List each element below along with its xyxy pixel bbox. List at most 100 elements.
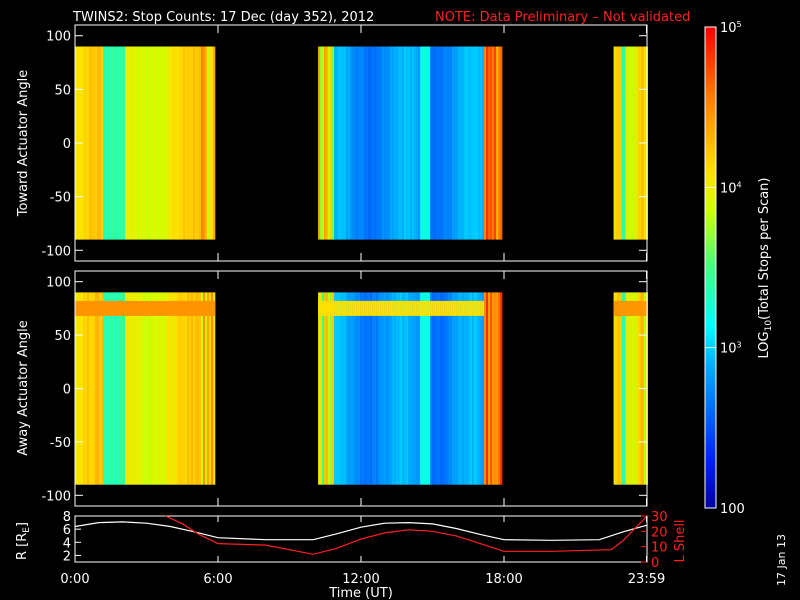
heat-column	[151, 46, 154, 240]
heat-band	[330, 300, 333, 316]
away-heatmap	[75, 292, 648, 485]
heat-column	[394, 292, 397, 485]
heat-column	[484, 292, 487, 485]
heat-band	[406, 300, 409, 316]
heat-column	[470, 292, 473, 485]
heat-column	[442, 292, 445, 485]
lshell-tick-label: 20	[651, 525, 668, 540]
heat-column	[440, 292, 443, 485]
heat-column	[635, 292, 638, 485]
heat-band	[147, 300, 150, 316]
heat-column	[414, 46, 417, 240]
heat-band	[424, 300, 427, 316]
colorbar-label: LOG10(Total Stops per Scan)	[757, 178, 774, 359]
heat-column	[446, 46, 449, 240]
heat-column	[324, 46, 327, 240]
heat-column	[93, 46, 96, 240]
heat-band	[372, 300, 375, 316]
heat-column	[418, 292, 421, 485]
xtick-label: 12:00	[342, 572, 379, 587]
heat-column	[476, 46, 479, 240]
heat-column	[637, 292, 640, 485]
heat-column	[105, 292, 108, 485]
heat-column	[131, 292, 134, 485]
heat-band	[454, 300, 457, 316]
heat-band	[326, 300, 329, 316]
heat-column	[368, 292, 371, 485]
r-tick-label: 8	[63, 510, 71, 525]
heat-band	[420, 300, 423, 316]
heat-band	[149, 300, 152, 316]
heat-column	[113, 292, 116, 485]
heat-column	[199, 292, 202, 485]
heat-column	[472, 292, 475, 485]
heat-column	[195, 292, 198, 485]
heat-band	[133, 300, 136, 316]
heat-column	[185, 46, 188, 240]
heat-band	[450, 300, 453, 316]
heat-column	[456, 292, 459, 485]
heat-column	[340, 46, 343, 240]
heat-band	[352, 300, 355, 316]
heat-column	[364, 46, 367, 240]
heat-column	[197, 292, 200, 485]
heat-column	[378, 46, 381, 240]
heat-band	[334, 300, 337, 316]
heat-band	[181, 300, 184, 316]
heat-column	[338, 292, 341, 485]
heat-band	[627, 300, 630, 316]
heat-column	[374, 46, 377, 240]
heat-band	[631, 300, 634, 316]
heat-column	[320, 46, 323, 240]
heat-column	[328, 46, 331, 240]
heat-column	[354, 292, 357, 485]
heat-band	[207, 300, 210, 316]
heat-band	[125, 300, 128, 316]
heat-band	[402, 300, 405, 316]
heat-column	[398, 46, 401, 240]
heat-column	[458, 292, 461, 485]
heat-column	[111, 292, 114, 485]
heat-column	[348, 292, 351, 485]
heat-column	[617, 292, 620, 485]
heat-column	[416, 292, 419, 485]
heat-band	[183, 300, 186, 316]
heat-column	[177, 292, 180, 485]
heat-column	[450, 292, 453, 485]
heat-column	[201, 46, 204, 240]
heat-column	[129, 292, 132, 485]
heat-column	[99, 46, 102, 240]
heat-column	[390, 292, 393, 485]
heat-column	[426, 292, 429, 485]
heat-column	[149, 46, 152, 240]
heat-column	[631, 292, 634, 485]
time-xticks: 0:00 6:00 12:00 18:00 23:59	[60, 25, 665, 587]
heat-column	[346, 46, 349, 240]
heat-column	[87, 46, 90, 240]
heat-column	[155, 292, 158, 485]
heat-column	[486, 292, 489, 485]
ytick-label: -50	[50, 191, 71, 206]
heat-band	[177, 300, 180, 316]
heat-column	[470, 46, 473, 240]
heat-column	[129, 46, 132, 240]
heat-band	[396, 300, 399, 316]
heat-band	[380, 300, 383, 316]
heat-column	[494, 292, 497, 485]
heat-column	[205, 292, 208, 485]
heat-column	[181, 46, 184, 240]
heat-column	[396, 292, 399, 485]
heat-band	[446, 300, 449, 316]
heat-band	[95, 300, 98, 316]
heat-column	[613, 46, 616, 240]
colorbar-tick-label: 103	[720, 341, 742, 357]
heat-column	[344, 46, 347, 240]
heat-column	[388, 46, 391, 240]
heat-column	[376, 46, 379, 240]
heat-band	[422, 300, 425, 316]
xtick-label: 6:00	[203, 572, 232, 587]
heat-column	[492, 292, 495, 485]
heat-band	[436, 300, 439, 316]
heat-band	[438, 300, 441, 316]
heat-band	[442, 300, 445, 316]
